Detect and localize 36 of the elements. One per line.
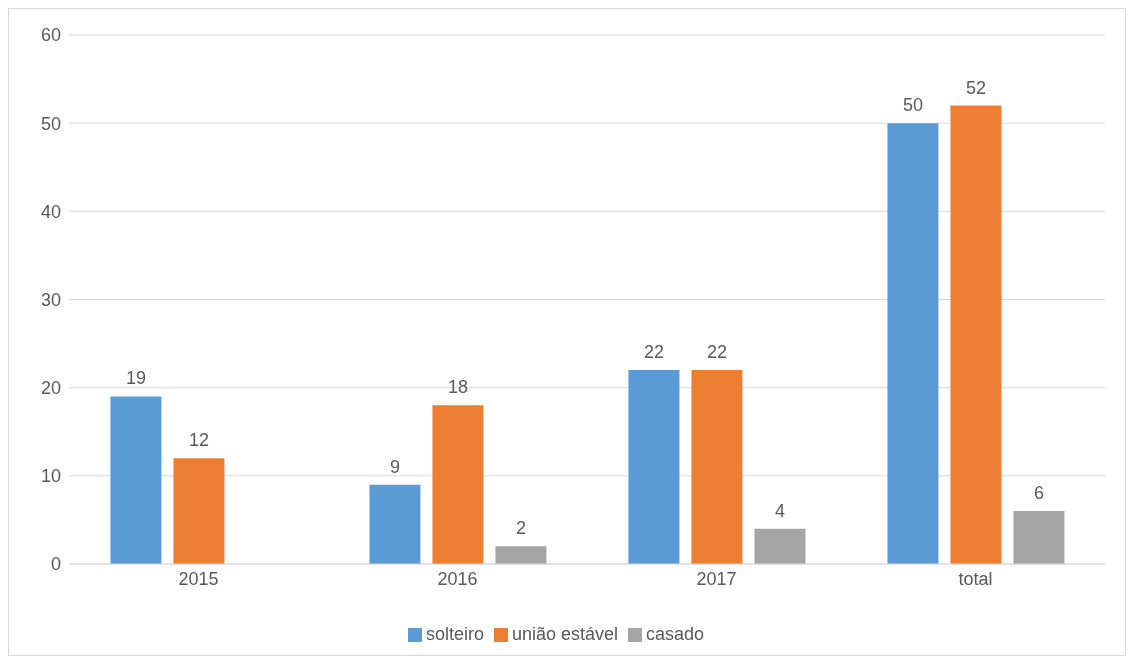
bar <box>432 405 484 564</box>
data-label: 50 <box>902 95 923 116</box>
bar <box>950 105 1002 564</box>
bar <box>110 396 162 564</box>
x-tick-label: 2017 <box>696 568 737 589</box>
y-tick-label: 10 <box>40 466 61 487</box>
bar <box>173 458 225 564</box>
legend-label: casado <box>646 624 705 644</box>
bar <box>628 370 680 564</box>
data-label: 22 <box>643 342 664 363</box>
data-label: 4 <box>774 500 785 521</box>
bar <box>691 370 743 564</box>
x-tick-label: total <box>958 568 993 589</box>
data-label: 19 <box>125 368 146 389</box>
y-tick-label: 40 <box>40 201 61 222</box>
data-label: 9 <box>389 456 400 477</box>
data-label: 52 <box>965 77 986 98</box>
y-tick-label: 50 <box>40 113 61 134</box>
data-label: 12 <box>188 430 209 451</box>
bar <box>887 123 939 564</box>
y-tick-label: 20 <box>40 378 61 399</box>
y-tick-label: 0 <box>50 554 61 575</box>
x-tick-label: 2015 <box>178 568 219 589</box>
x-tick-label: 2016 <box>437 568 478 589</box>
y-tick-label: 30 <box>40 289 61 310</box>
bar <box>495 546 547 564</box>
bar <box>754 528 806 564</box>
data-label: 22 <box>706 342 727 363</box>
y-tick-label: 60 <box>40 25 61 46</box>
data-label: 2 <box>515 518 526 539</box>
bar <box>1013 511 1065 564</box>
data-label: 6 <box>1033 483 1044 504</box>
bar <box>369 484 421 564</box>
legend-label: solteiro <box>425 624 484 644</box>
data-label: 18 <box>447 377 468 398</box>
legend-label: união estável <box>511 624 619 644</box>
